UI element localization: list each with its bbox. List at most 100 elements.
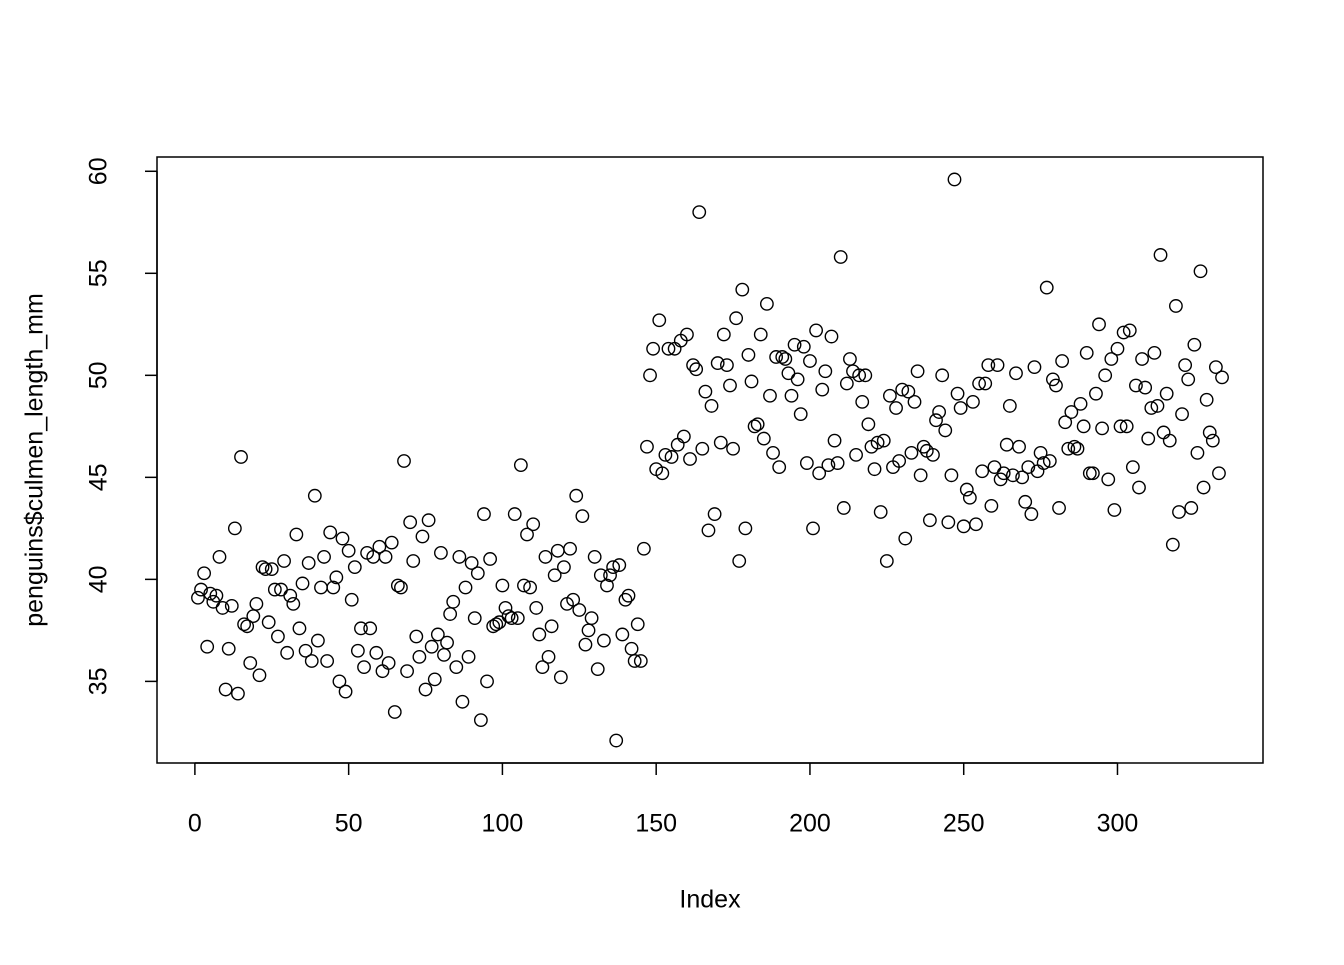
point [683,452,697,466]
point [1193,264,1208,279]
point [1012,439,1026,454]
point [710,356,725,370]
x-axis-label: Index [679,886,741,914]
point [1036,456,1051,470]
point [1175,407,1189,421]
point [720,358,734,373]
point [1018,494,1033,509]
point [566,592,581,607]
point [781,366,796,381]
point [504,611,519,626]
point [723,378,737,393]
point [935,368,950,383]
point [283,588,298,603]
point [569,488,584,503]
point [231,686,245,701]
point [191,590,205,605]
point [277,554,291,568]
point [910,364,925,379]
point [347,560,362,575]
point [815,382,830,397]
point [520,527,534,542]
point [1144,401,1159,415]
point [756,431,771,446]
point [1162,433,1177,448]
point [843,352,857,366]
point [1169,299,1183,313]
point [1135,352,1149,366]
point [261,615,276,630]
point [194,582,208,597]
point [738,521,753,536]
point [1165,537,1180,552]
point [409,629,424,644]
point [978,376,993,391]
point [458,580,473,595]
point [1089,386,1103,401]
point [495,578,510,593]
point [597,633,611,648]
point [1159,386,1174,401]
point [354,621,368,636]
point [1147,345,1162,360]
point [953,401,968,415]
point [1122,323,1137,338]
point [1021,460,1036,475]
point [956,519,971,534]
point [212,550,227,564]
point [329,570,344,585]
point [587,550,602,564]
point [267,582,282,597]
point [378,550,393,564]
point [1067,439,1082,454]
point [221,641,236,656]
point [323,525,338,540]
point [1184,501,1199,515]
point [249,596,264,611]
point [916,439,931,454]
point [538,550,553,564]
point [449,660,464,675]
point [603,568,617,583]
point [883,388,897,403]
x-tick-label: 250 [943,810,985,838]
point [652,313,667,328]
point [203,586,218,601]
point [1058,415,1073,430]
point [289,527,304,542]
point [873,505,888,519]
point [947,172,962,187]
plot-box [156,156,1264,764]
point [572,603,587,617]
point [1208,360,1223,375]
point [849,447,863,462]
point [369,645,384,660]
x-tick-label: 150 [635,810,677,838]
y-tick-label: 45 [85,463,113,491]
point [741,348,756,362]
point [984,499,999,513]
point [1049,378,1063,393]
point [452,550,467,564]
point [809,323,823,338]
point [975,464,990,479]
point [744,374,759,389]
point [363,621,378,636]
point [590,662,605,677]
point [473,713,488,728]
x-tick-label: 200 [789,810,831,838]
point [1055,354,1070,368]
point [833,250,848,264]
point [434,545,448,560]
point [200,639,215,654]
point [1024,507,1039,521]
point [243,656,258,670]
point [996,466,1011,481]
point [664,450,679,464]
point [529,601,544,615]
point [646,341,661,356]
point [581,623,596,638]
y-axis-label: penguins$culmen_length_mm [21,293,49,627]
point [578,637,593,652]
point [901,384,916,399]
